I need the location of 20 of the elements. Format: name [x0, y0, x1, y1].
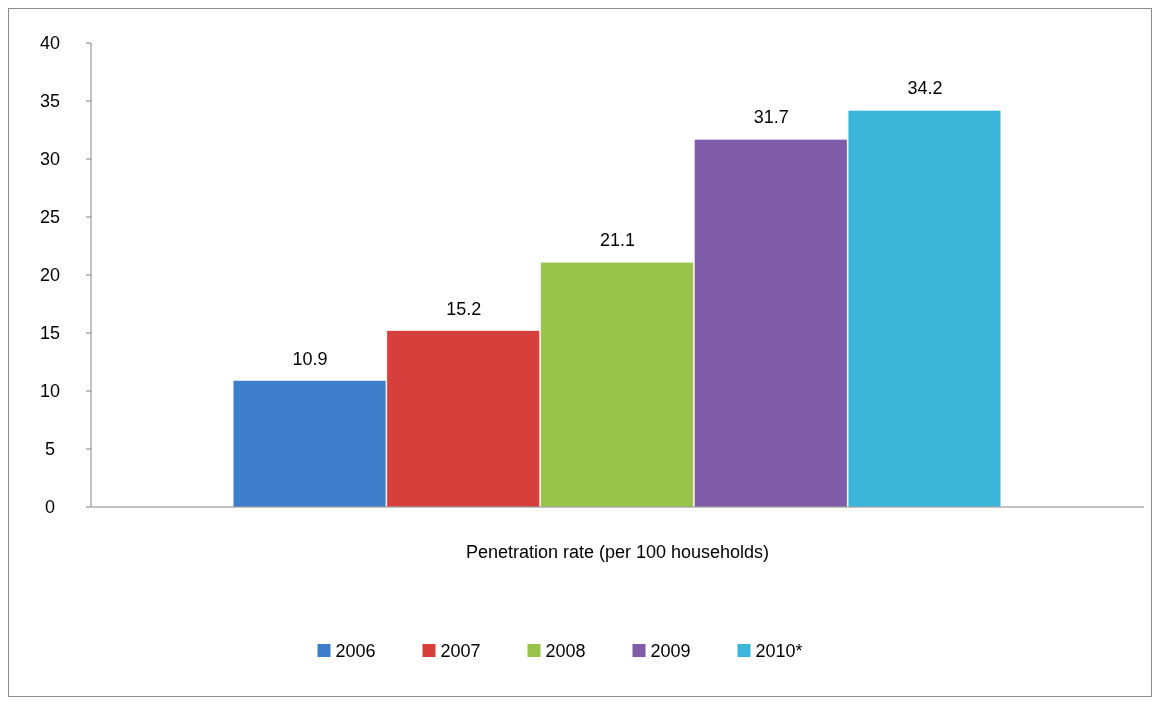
y-tick-label: 40: [39, 33, 61, 54]
legend-label: 2007: [440, 641, 481, 662]
y-tick-label: 5: [44, 439, 56, 460]
data-label: 10.9: [292, 348, 328, 369]
data-label: 31.7: [753, 107, 789, 128]
legend-label: 2010*: [755, 641, 803, 662]
y-tick-label: 30: [39, 149, 61, 170]
data-label: 21.1: [599, 230, 636, 251]
legend-label: 2009: [650, 641, 691, 662]
y-tick-label: 15: [39, 323, 61, 344]
data-label: 15.2: [446, 298, 482, 319]
y-tick-label: 35: [39, 91, 61, 112]
y-tick-label: 0: [44, 497, 56, 518]
data-label: 34.2: [907, 78, 943, 99]
x-tick-label: Penetration rate (per 100 households): [465, 542, 770, 562]
y-tick-label: 10: [39, 381, 61, 402]
legend-label: 2008: [545, 641, 586, 662]
y-tick-label: 25: [39, 207, 61, 228]
legend-label: 2006: [335, 641, 376, 662]
y-tick-label: 20: [39, 265, 61, 286]
